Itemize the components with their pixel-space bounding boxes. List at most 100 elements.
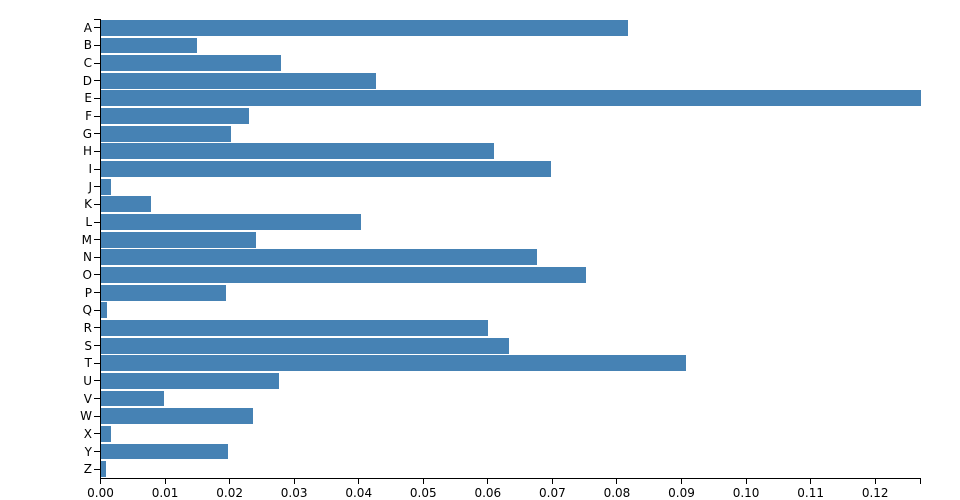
x-tick-label-0.05: 0.05	[409, 486, 437, 500]
y-tick-J	[94, 186, 100, 188]
x-tick-0.06	[487, 478, 489, 484]
y-tick-P	[94, 292, 100, 294]
x-tick-0.07	[551, 478, 553, 484]
bar-Q	[101, 302, 108, 319]
bar-O	[101, 267, 586, 283]
y-tick-S	[94, 345, 100, 347]
y-tick-Q	[94, 309, 100, 311]
y-tick-U	[94, 380, 100, 382]
y-tick-T	[94, 362, 100, 364]
x-tick-0.00	[100, 478, 101, 484]
y-tick-label-A: A	[83, 20, 92, 35]
y-tick-C	[94, 62, 100, 64]
bar-I	[101, 161, 551, 177]
x-axis-outer-stub-1	[920, 478, 921, 484]
x-tick-0.09	[681, 478, 682, 484]
y-tick-I	[94, 168, 100, 170]
x-tick-label-0.04: 0.04	[345, 486, 373, 500]
x-tick-label-0.12: 0.12	[861, 486, 889, 500]
x-axis-spine	[100, 478, 921, 479]
y-tick-Z	[94, 468, 100, 470]
bar-X	[101, 425, 111, 442]
y-tick-label-X: X	[83, 426, 92, 441]
y-tick-H	[94, 150, 100, 152]
y-tick-label-D: D	[82, 73, 92, 88]
y-tick-F	[94, 115, 100, 117]
y-tick-label-W: W	[80, 409, 92, 424]
bar-S	[101, 337, 510, 354]
x-tick-0.03	[293, 478, 295, 484]
y-tick-label-R: R	[83, 320, 92, 335]
y-tick-label-I: I	[88, 162, 92, 177]
bar-M	[101, 231, 257, 248]
x-tick-0.10	[745, 478, 747, 484]
bar-H	[101, 143, 495, 160]
bar-B	[101, 37, 198, 54]
x-tick-label-0.06: 0.06	[474, 486, 502, 500]
x-tick-label-0.10: 0.10	[732, 486, 760, 500]
y-tick-label-U: U	[83, 373, 92, 388]
y-tick-label-K: K	[84, 197, 92, 212]
y-tick-Y	[94, 451, 100, 453]
bar-J	[101, 178, 111, 195]
bar-R	[101, 319, 488, 336]
y-tick-label-Y: Y	[84, 444, 92, 459]
bar-W	[101, 408, 254, 425]
x-tick-label-0.02: 0.02	[216, 486, 243, 500]
y-tick-M	[94, 239, 100, 241]
bar-C	[101, 55, 281, 72]
plot-area	[100, 19, 921, 478]
y-tick-A	[94, 27, 100, 29]
x-tick-label-0.00: 0.00	[87, 486, 114, 500]
y-tick-label-H: H	[82, 144, 92, 159]
bar-V	[101, 390, 165, 407]
y-tick-V	[94, 398, 100, 400]
y-tick-D	[94, 80, 100, 82]
bar-E	[101, 90, 921, 107]
y-tick-label-L: L	[85, 215, 92, 230]
y-tick-label-S: S	[84, 338, 92, 353]
bar-G	[101, 125, 232, 142]
y-tick-label-B: B	[83, 38, 92, 53]
x-tick-label-0.08: 0.08	[603, 486, 631, 500]
y-tick-B	[94, 44, 100, 46]
bar-F	[101, 108, 249, 125]
bar-P	[101, 284, 226, 301]
y-axis-spine	[100, 19, 101, 479]
x-tick-0.11	[810, 478, 812, 484]
y-tick-label-G: G	[82, 126, 92, 141]
y-tick-E	[94, 97, 100, 99]
x-tick-label-0.11: 0.11	[797, 486, 824, 500]
y-tick-R	[94, 327, 100, 329]
x-tick-label-0.03: 0.03	[280, 486, 308, 500]
y-tick-label-J: J	[88, 179, 92, 194]
y-axis-top-stub	[94, 19, 100, 20]
y-tick-X	[94, 433, 100, 435]
bar-U	[101, 372, 280, 389]
bar-N	[101, 249, 537, 266]
x-tick-0.01	[164, 478, 166, 484]
y-tick-label-P: P	[84, 285, 92, 300]
y-tick-K	[94, 203, 100, 205]
y-tick-label-Q: Q	[82, 303, 92, 318]
y-tick-O	[94, 274, 100, 276]
y-tick-label-E: E	[84, 91, 92, 106]
bar-Z	[101, 461, 106, 478]
x-tick-0.04	[358, 478, 360, 484]
bar-L	[101, 214, 361, 230]
y-tick-label-V: V	[83, 391, 92, 406]
y-tick-label-F: F	[85, 109, 92, 124]
y-tick-label-C: C	[83, 56, 92, 71]
bar-K	[101, 196, 151, 213]
y-tick-label-Z: Z	[83, 462, 92, 477]
bar-Y	[101, 443, 229, 460]
y-tick-label-M: M	[81, 232, 92, 247]
x-tick-0.05	[422, 478, 424, 484]
bar-A	[101, 19, 629, 36]
x-tick-label-0.01: 0.01	[151, 486, 179, 500]
y-tick-L	[94, 221, 100, 223]
x-tick-label-0.09: 0.09	[668, 486, 695, 500]
y-tick-W	[94, 415, 100, 417]
bar-T	[101, 355, 686, 372]
